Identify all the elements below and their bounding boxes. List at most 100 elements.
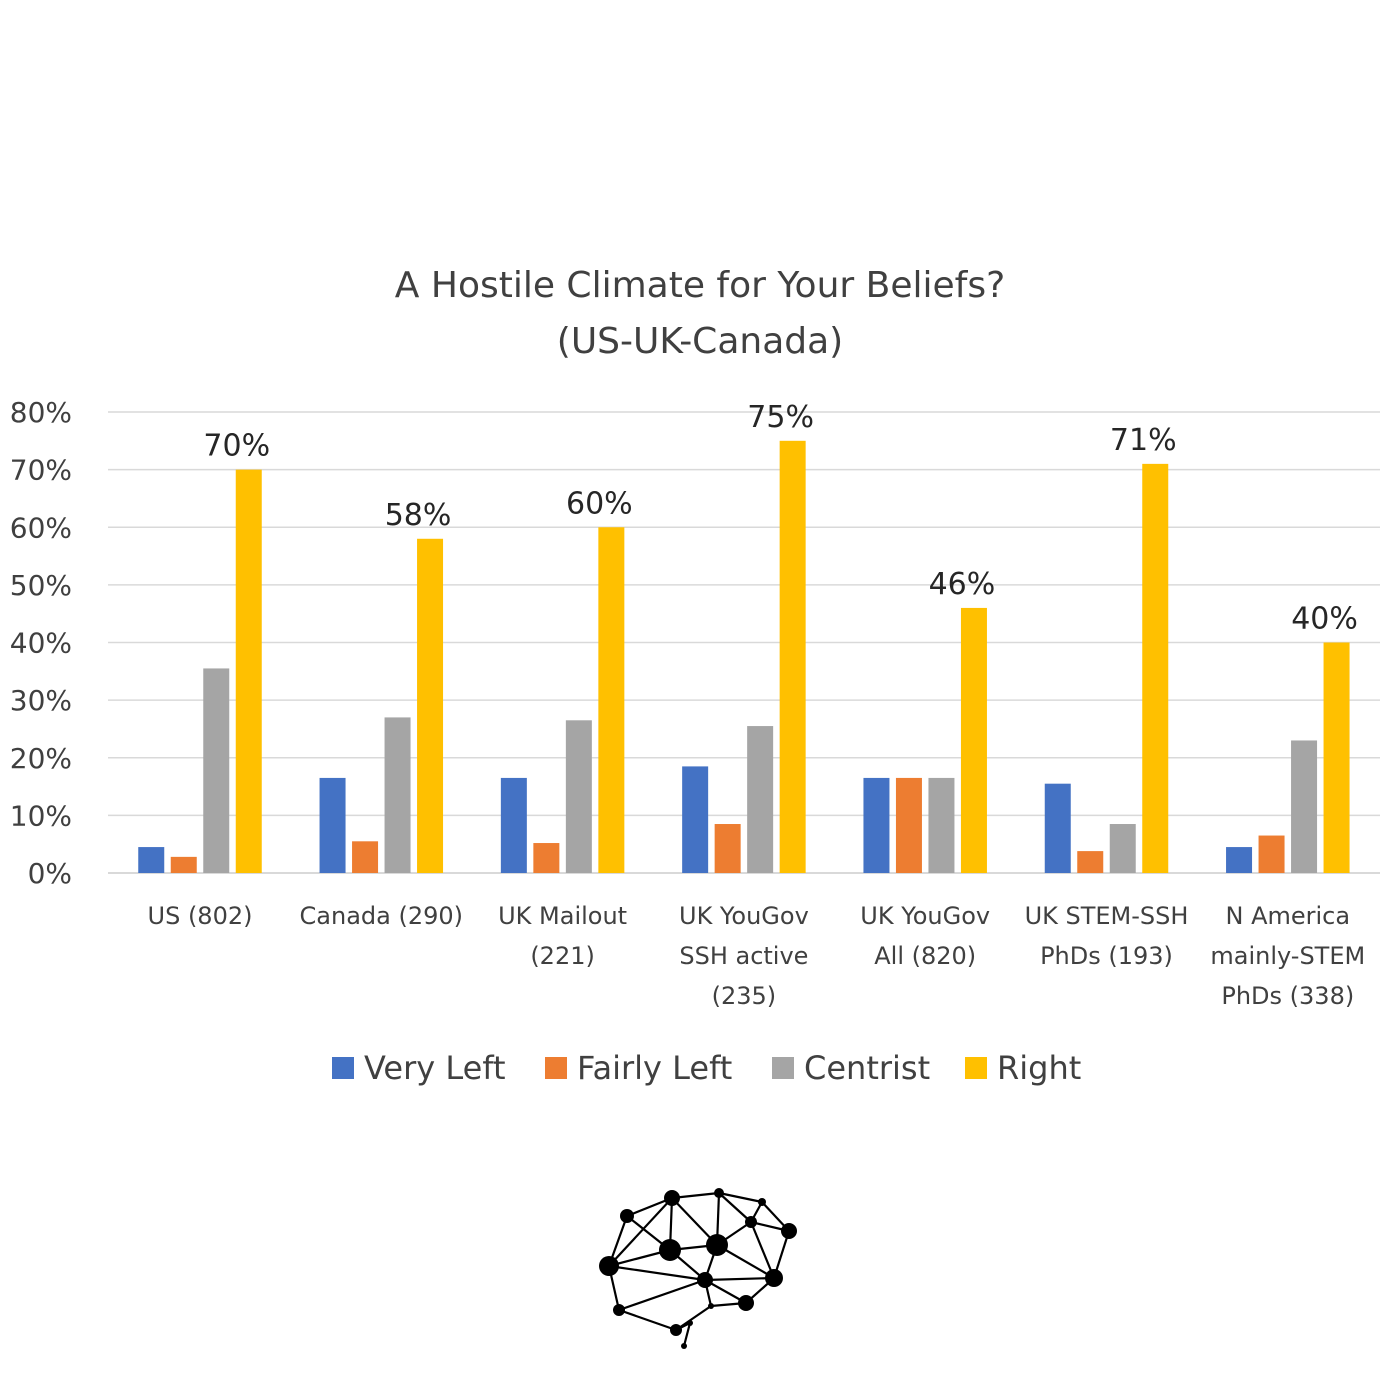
bars — [138, 440, 1350, 873]
logo-node — [714, 1188, 724, 1198]
logo-edge — [749, 1221, 776, 1279]
y-tick-label: 10% — [10, 799, 72, 832]
bar-right — [960, 607, 987, 873]
bar-right — [1323, 642, 1350, 873]
y-tick-label: 70% — [10, 454, 72, 487]
bar-centrist — [565, 720, 592, 873]
logo-node — [781, 1223, 797, 1239]
bar-fairly-left — [1077, 851, 1104, 873]
bar-very-left — [1226, 847, 1253, 873]
logo-node — [758, 1198, 766, 1206]
chart-title: A Hostile Climate for Your Beliefs? — [395, 265, 1005, 306]
logo-node — [670, 1324, 682, 1336]
category-label: Canada (290) — [300, 902, 464, 930]
logo-node — [681, 1343, 687, 1349]
bar-centrist — [384, 717, 411, 873]
bar-fairly-left — [895, 777, 922, 873]
logo-node — [697, 1272, 713, 1288]
y-tick-label: 0% — [28, 857, 72, 890]
bar-right — [598, 527, 625, 873]
logo-node — [599, 1256, 619, 1276]
logo-edge — [618, 1278, 706, 1312]
bar-fairly-left — [533, 843, 560, 873]
bar-right — [235, 469, 262, 873]
x-axis: US (802) Canada (290) UK Mailout (221) UK Yo… — [148, 902, 1366, 1010]
legend-swatch — [545, 1057, 567, 1079]
logo-edge — [608, 1197, 673, 1267]
chart-subtitle: (US-UK-Canada) — [557, 321, 843, 362]
logo-node — [613, 1304, 625, 1316]
logo-edge — [682, 1322, 692, 1347]
y-tick-label: 20% — [10, 742, 72, 775]
y-tick-label: 80% — [10, 396, 72, 429]
bar-very-left — [1044, 783, 1071, 873]
category-label: UK YouGov All (820) — [860, 902, 990, 970]
legend-item: Centrist — [772, 1049, 930, 1087]
legend-label: Very Left — [364, 1049, 506, 1087]
bar-right — [779, 440, 806, 873]
logo-edge — [718, 1191, 763, 1204]
category-label: US (802) — [148, 902, 253, 930]
logo-node — [738, 1295, 754, 1311]
logo-node — [620, 1209, 634, 1223]
legend-label: Centrist — [804, 1049, 930, 1087]
data-label: 60% — [566, 486, 633, 521]
bar-very-left — [682, 766, 709, 873]
gridlines — [108, 411, 1380, 874]
data-label: 70% — [203, 429, 270, 464]
data-label: 46% — [929, 567, 996, 602]
logo-node — [664, 1190, 680, 1206]
category-label: UK Mailout (221) — [498, 902, 627, 970]
bar-right — [1142, 463, 1169, 873]
bar-centrist — [203, 668, 230, 873]
legend-swatch — [965, 1057, 987, 1079]
category-label: N America mainly-STEM PhDs (338) — [1210, 902, 1365, 1010]
bar-fairly-left — [1258, 835, 1285, 873]
bar-centrist — [928, 777, 955, 873]
y-tick-label: 30% — [10, 684, 72, 717]
bar-very-left — [863, 777, 890, 873]
y-tick-label: 60% — [10, 511, 72, 544]
logo-node — [687, 1320, 693, 1326]
brain-network-logo — [599, 1188, 797, 1349]
legend-swatch — [772, 1057, 794, 1079]
legend: Very Left Fairly Left Centrist Right — [332, 1049, 1081, 1087]
bar-fairly-left — [170, 856, 197, 873]
bar-right — [417, 538, 444, 873]
bar-fairly-left — [352, 841, 379, 873]
bar-very-left — [500, 777, 527, 873]
bar-very-left — [319, 777, 346, 873]
logo-edge — [718, 1192, 752, 1223]
bar-centrist — [1109, 824, 1136, 873]
bar-centrist — [1291, 740, 1318, 873]
legend-item: Very Left — [332, 1049, 506, 1087]
logo-edge — [704, 1276, 775, 1282]
legend-item: Fairly Left — [545, 1049, 732, 1087]
category-label: UK STEM-SSH PhDs (193) — [1025, 902, 1189, 970]
logo-node — [706, 1234, 728, 1256]
data-label: 71% — [1110, 423, 1177, 458]
legend-label: Fairly Left — [577, 1049, 732, 1087]
logo-node — [659, 1239, 681, 1261]
data-label: 75% — [747, 400, 814, 435]
data-labels: 70% 58% 60% 75% 46% 71% 40% — [203, 400, 1357, 637]
y-axis: 0% 10% 20% 30% 40% 50% 60% 70% 80% — [10, 396, 72, 890]
y-tick-label: 50% — [10, 569, 72, 602]
logo-node — [765, 1269, 783, 1287]
logo-node — [745, 1216, 757, 1228]
y-tick-label: 40% — [10, 627, 72, 660]
logo-edge — [608, 1264, 706, 1282]
category-label: UK YouGov SSH active (235) — [679, 902, 809, 1010]
bar-fairly-left — [714, 824, 741, 873]
legend-label: Right — [997, 1049, 1081, 1087]
logo-node — [708, 1303, 714, 1309]
logo-edge — [626, 1196, 673, 1218]
bar-very-left — [138, 847, 165, 873]
logo-edge — [618, 1308, 677, 1332]
legend-item: Right — [965, 1049, 1081, 1087]
bar-centrist — [747, 726, 774, 873]
legend-swatch — [332, 1057, 354, 1079]
data-label: 40% — [1291, 602, 1358, 637]
